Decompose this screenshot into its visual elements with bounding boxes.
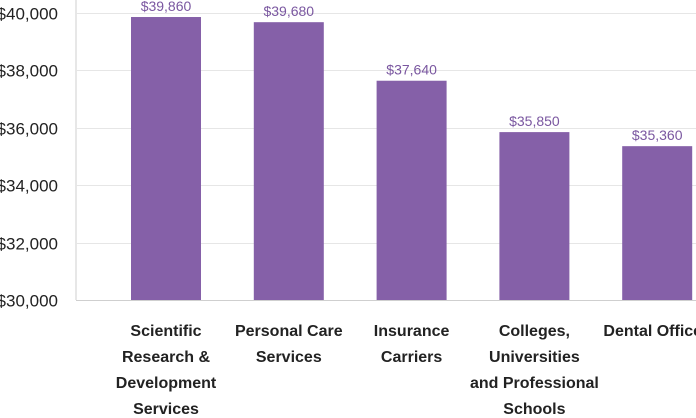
category-label-line: Research & (122, 349, 210, 366)
bar (376, 80, 447, 301)
category-label-line: Universities (489, 349, 580, 366)
bar-value-label: $35,360 (632, 127, 683, 143)
category-label-line: Carriers (381, 349, 442, 366)
category-label-line: Dental Offices (603, 323, 696, 340)
category-label-line: Colleges, (499, 323, 570, 340)
category-label: Personal Care Services (235, 323, 343, 366)
bar-value-label: $39,860 (141, 0, 192, 14)
category-label-line: Scientific (130, 323, 201, 340)
bar (253, 22, 324, 301)
x-axis-category-labels: Scientific Research & Development ServicesP… (116, 323, 696, 418)
bar-value-label: $39,680 (263, 3, 314, 19)
bars (131, 17, 693, 301)
y-tick-label: $40,000 (0, 5, 58, 24)
y-tick-label: $32,000 (0, 235, 58, 254)
category-label-line: Schools (503, 401, 565, 418)
data-labels: $39,860 $39,680 $37,640 $35,850 $35,360 (141, 0, 683, 143)
y-tick-label: $36,000 (0, 120, 58, 139)
bar (622, 146, 693, 300)
bar (131, 17, 201, 300)
y-tick-label: $34,000 (0, 177, 58, 196)
category-label-line: and Professional (470, 375, 599, 392)
bar (499, 132, 570, 300)
category-label: Insurance Carriers (374, 323, 450, 366)
y-tick-label: $38,000 (0, 62, 58, 81)
category-label-line: Personal Care (235, 323, 343, 340)
category-label-line: Development (116, 375, 217, 392)
category-label-line: Insurance (374, 323, 450, 340)
y-axis-tick-labels: $30,000 $32,000 $34,000 $36,000 $38,000 $40,0… (0, 5, 58, 311)
category-label: Colleges, Universities and Professional Sch… (470, 323, 599, 418)
category-label: Dental Offices (603, 323, 696, 340)
category-label: Scientific Research & Development Services (116, 323, 217, 418)
bar-value-label: $37,640 (386, 62, 437, 78)
bar-value-label: $35,850 (509, 113, 560, 129)
category-label-line: Services (256, 349, 322, 366)
category-label-line: Services (133, 401, 199, 418)
y-tick-label: $30,000 (0, 292, 58, 311)
